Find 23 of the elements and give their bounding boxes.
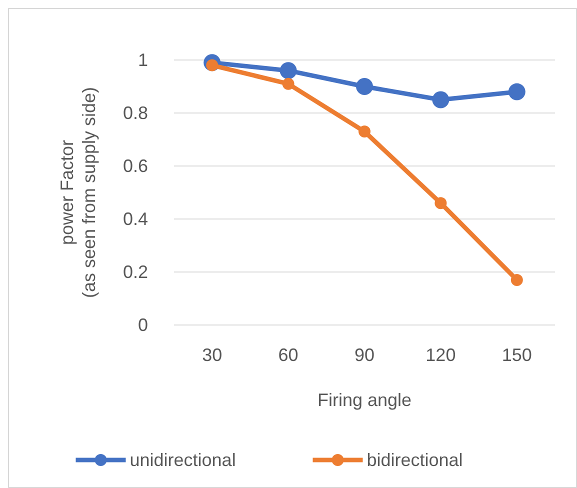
point bbox=[282, 78, 294, 90]
y-tick-label: 0.4 bbox=[122, 209, 148, 229]
y-tick-label: 0.6 bbox=[122, 156, 148, 176]
x-tick-label: 90 bbox=[354, 345, 375, 365]
legend-label: bidirectional bbox=[366, 450, 463, 470]
x-axis-title: Firing angle bbox=[317, 390, 412, 410]
point bbox=[434, 197, 447, 210]
y-tick-label: 0 bbox=[138, 315, 148, 335]
point bbox=[280, 62, 297, 80]
x-tick-label: 150 bbox=[502, 345, 532, 365]
x-tick-label: 120 bbox=[426, 345, 456, 365]
x-tick-label: 60 bbox=[278, 345, 298, 365]
x-tick-label: 30 bbox=[202, 345, 222, 365]
point bbox=[356, 78, 373, 95]
point bbox=[508, 83, 526, 100]
legend-label: unidirectional bbox=[130, 450, 236, 470]
y-tick-label: 0.8 bbox=[122, 103, 148, 123]
y-tick-label: 0.2 bbox=[122, 262, 148, 282]
y-axis-title: power Factor (as seen from supply side) bbox=[57, 86, 99, 298]
point bbox=[510, 274, 523, 286]
y-tick-label: 1 bbox=[138, 50, 148, 70]
point bbox=[432, 91, 450, 108]
point bbox=[358, 126, 370, 138]
